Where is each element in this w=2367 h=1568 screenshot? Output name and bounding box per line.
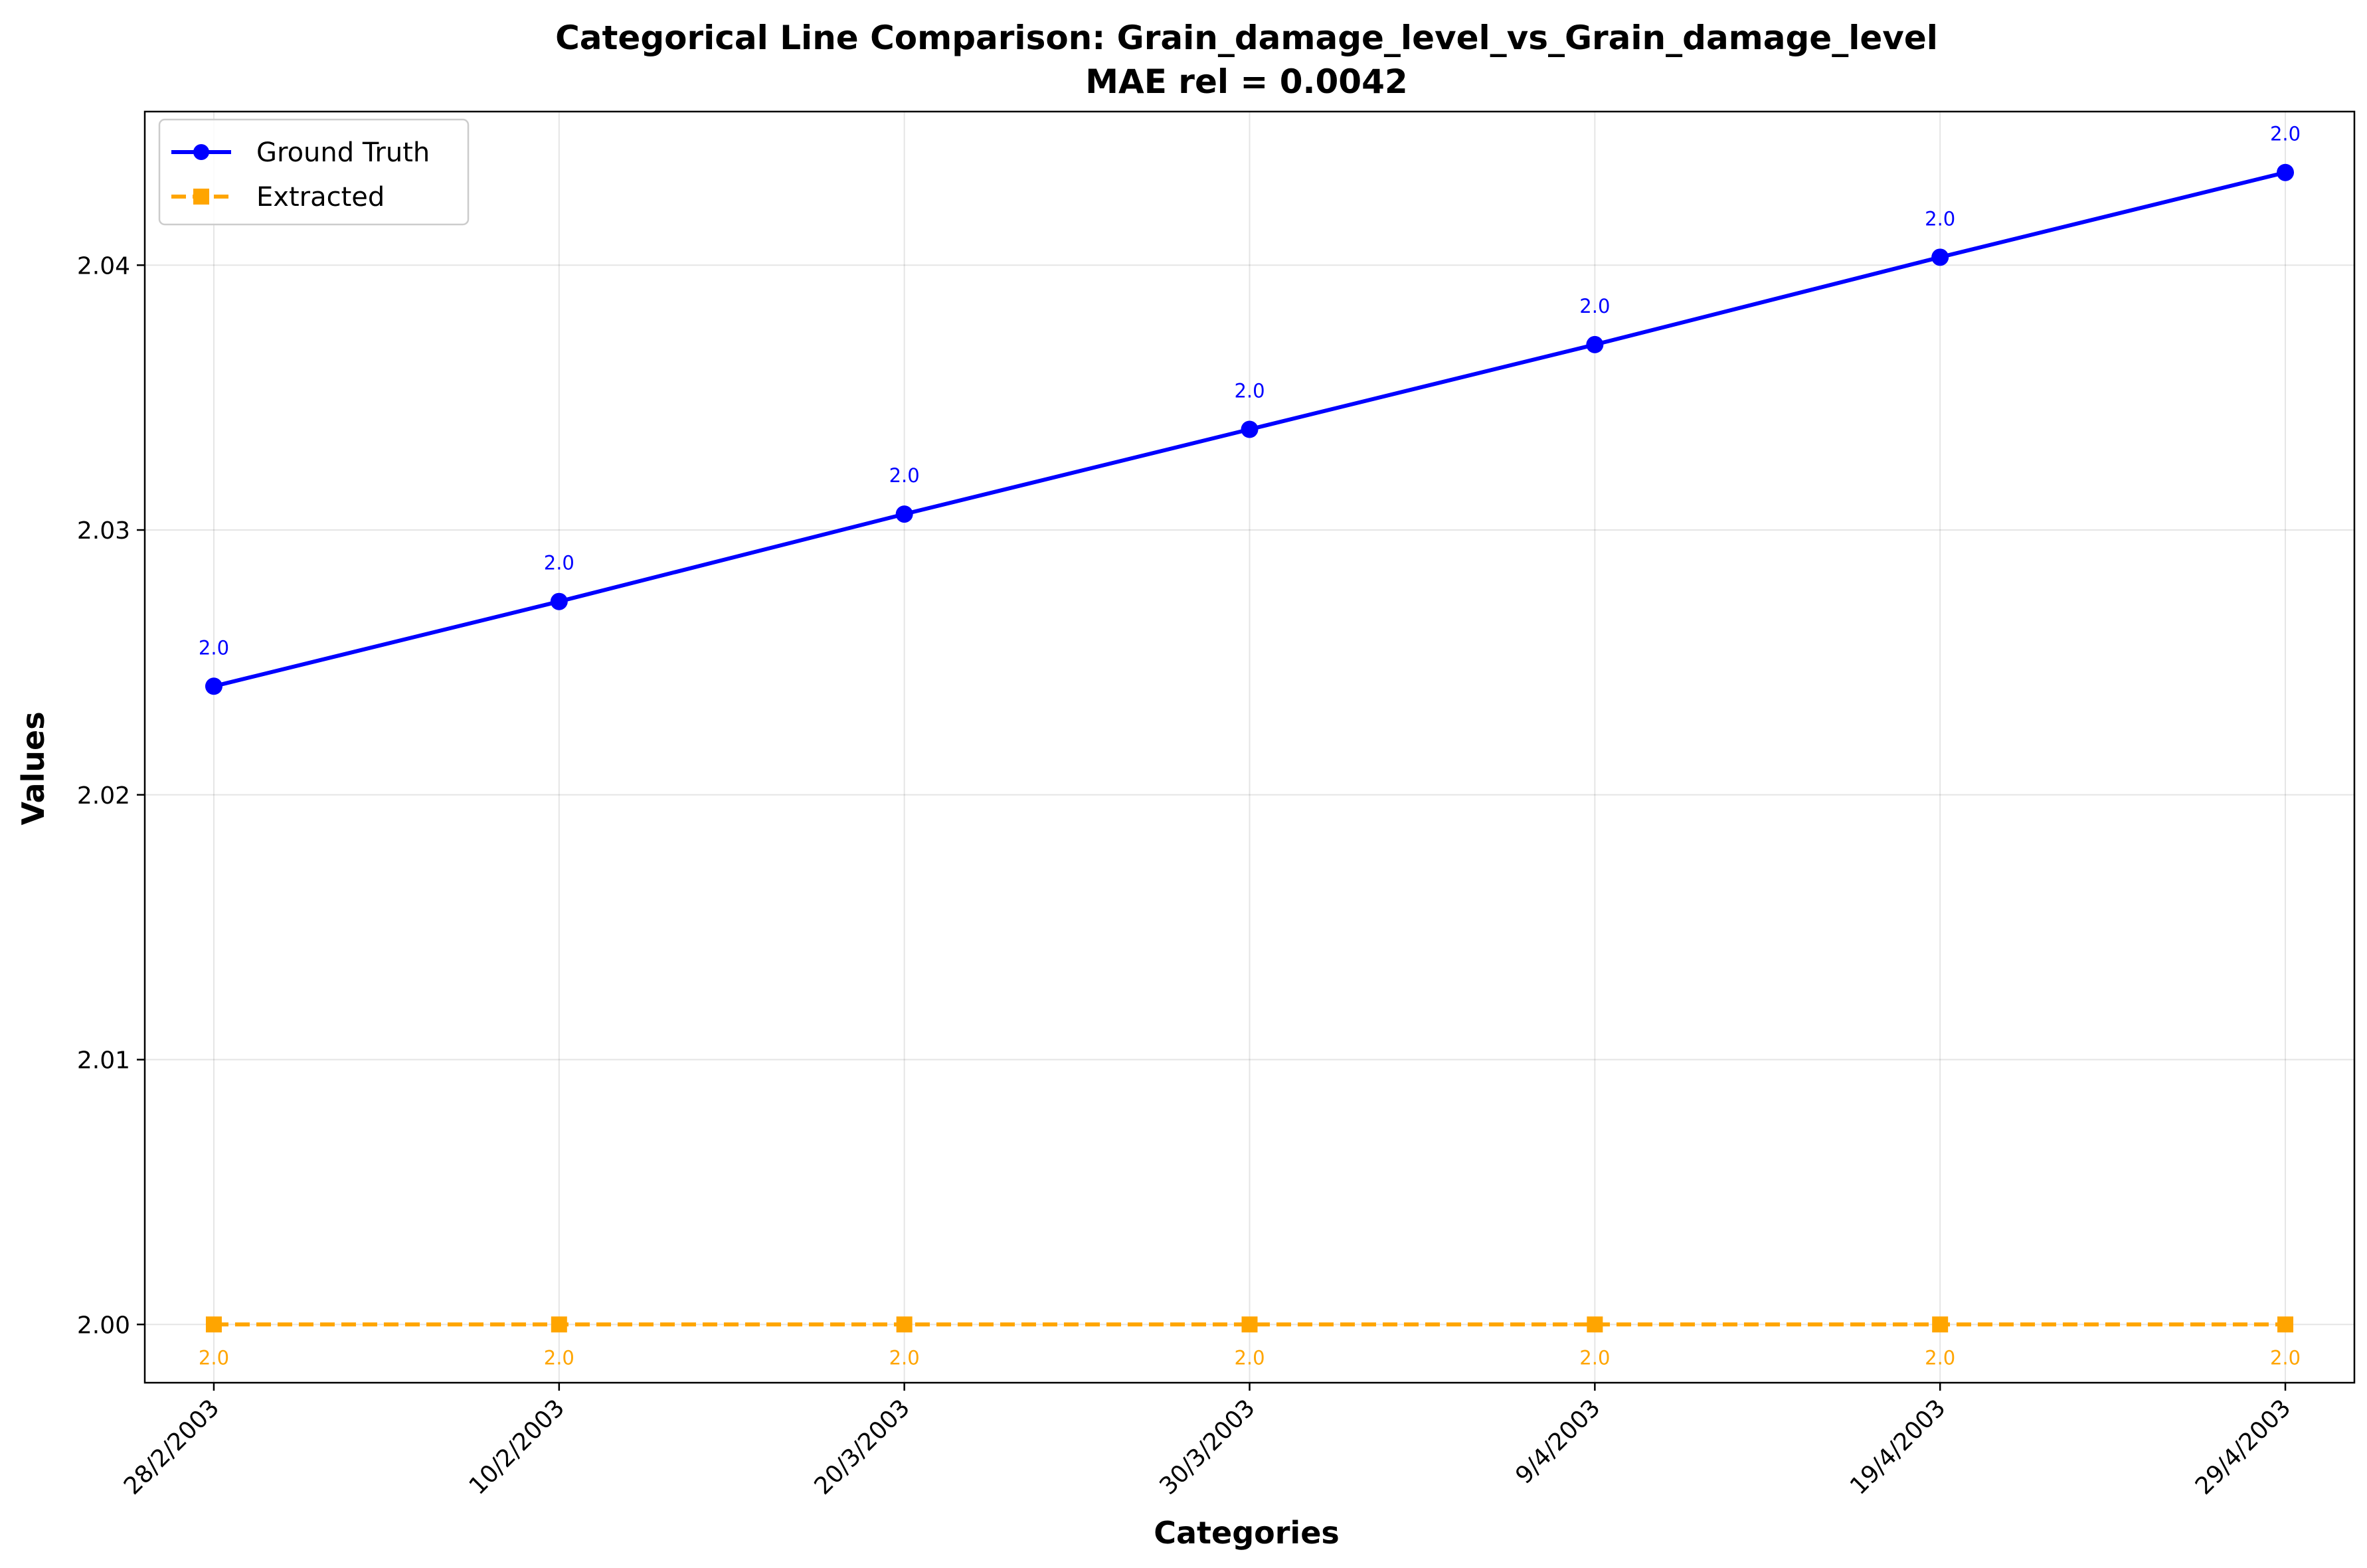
ground-truth-data-label: 2.0	[199, 636, 229, 659]
extracted-data-label: 2.0	[1925, 1346, 1955, 1369]
grid-lines	[145, 112, 2354, 1383]
y-axis-label: Values	[15, 711, 51, 825]
extracted-point	[2277, 1316, 2294, 1333]
extracted-data-label: 2.0	[2270, 1346, 2301, 1369]
ground-truth-data-label: 2.0	[544, 552, 574, 574]
ground-truth-point	[2277, 163, 2295, 181]
extracted-point	[896, 1316, 913, 1333]
extracted-point	[1932, 1316, 1949, 1333]
extracted-point	[551, 1316, 567, 1333]
extracted-data-label: 2.0	[889, 1346, 920, 1369]
extracted-data-label: 2.0	[1579, 1346, 1610, 1369]
extracted-data-label: 2.0	[199, 1346, 229, 1369]
ground-truth-point	[895, 505, 913, 523]
extracted-point	[205, 1316, 222, 1333]
y-axis-ticks: 2.00 2.01 2.02 2.03 2.04	[77, 252, 145, 1339]
series-layer	[205, 163, 2295, 1333]
y-tick-label: 2.00	[77, 1312, 130, 1339]
legend: Ground Truth Extracted	[158, 118, 470, 226]
ground-truth-point	[1931, 248, 1949, 266]
chart-subtitle: MAE rel = 0.0042	[1085, 62, 1407, 101]
ground-truth-data-label: 2.0	[889, 464, 920, 487]
ground-truth-point	[205, 677, 222, 695]
legend-ground-truth-marker	[193, 144, 209, 160]
ground-truth-point	[550, 592, 568, 610]
x-axis-label: Categories	[1154, 1515, 1340, 1551]
ground-truth-point	[1586, 335, 1604, 353]
y-tick-label: 2.02	[77, 782, 130, 810]
data-labels-layer: 2.0 2.0 2.0 2.0 2.0 2.0 2.0 2.0 2.0 2.0 2.0 2.0 2.0 2…	[199, 123, 2301, 1369]
legend-frame	[158, 118, 470, 226]
y-tick-label: 2.03	[77, 517, 130, 545]
y-tick-label: 2.04	[77, 252, 130, 280]
extracted-data-label: 2.0	[1234, 1346, 1265, 1369]
ground-truth-data-label: 2.0	[1579, 295, 1610, 317]
legend-ground-truth-label: Ground Truth	[256, 137, 430, 168]
extracted-data-label: 2.0	[544, 1346, 574, 1369]
extracted-point	[1241, 1316, 1258, 1333]
extracted-point	[1587, 1316, 1603, 1333]
ground-truth-data-label: 2.0	[1925, 207, 1955, 230]
ground-truth-data-label: 2.0	[2270, 123, 2301, 145]
y-tick-label: 2.01	[77, 1047, 130, 1075]
legend-extracted-marker	[193, 189, 209, 205]
legend-extracted-label: Extracted	[256, 182, 385, 213]
chart-title: Categorical Line Comparison: Grain_damag…	[555, 19, 1938, 57]
ground-truth-data-label: 2.0	[1234, 380, 1265, 402]
ground-truth-point	[1241, 420, 1259, 438]
